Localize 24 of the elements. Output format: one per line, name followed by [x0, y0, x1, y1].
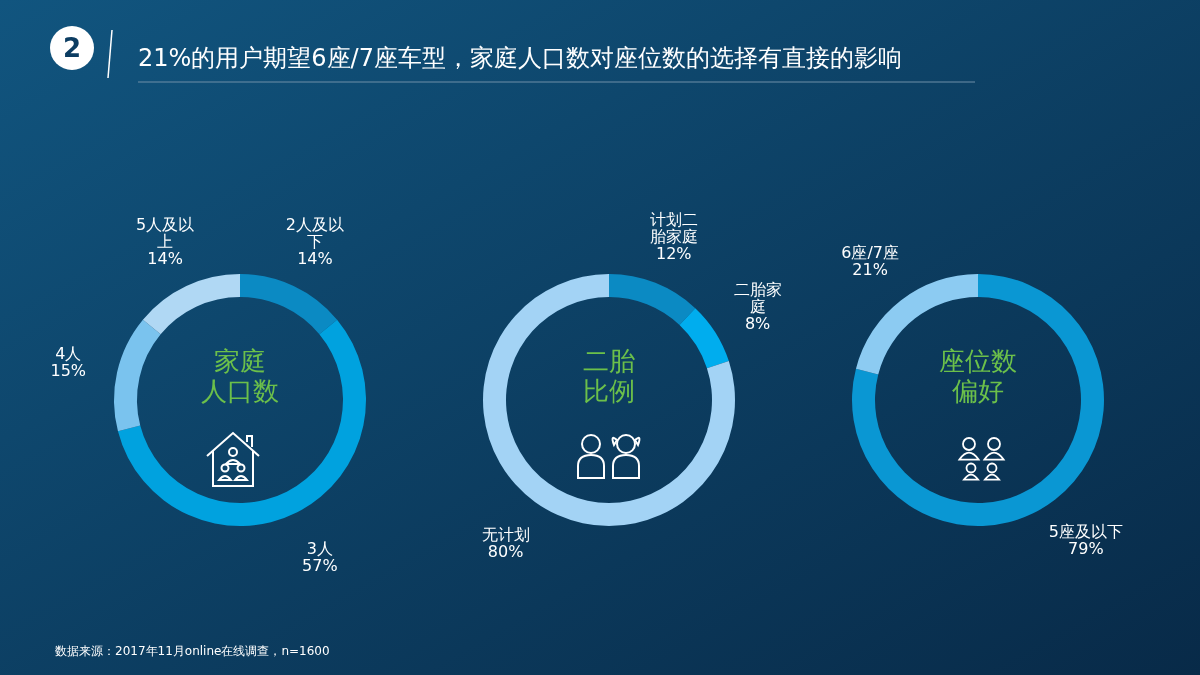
text: 座位数偏好 [939, 346, 1017, 406]
slice-label: 5人及以上 [135, 214, 195, 251]
slice-label: 二胎家庭 [733, 279, 782, 316]
slice-label: 5座及以下 [1048, 521, 1123, 541]
source-note: 数据来源：2017年11月online在线调查，n=1600 [55, 644, 330, 658]
data-label: 14% [297, 248, 333, 268]
data-label: 14% [147, 248, 183, 268]
data-label: 8% [744, 313, 771, 333]
data-label: 15% [50, 361, 87, 381]
slice-label: 4人 [55, 344, 82, 364]
text: 21%的用户期望6座/7座车型，家庭人口数对座位数的选择有直接的影响 [138, 44, 902, 72]
text: 2 [62, 33, 82, 63]
data-label: 79% [1068, 538, 1104, 558]
slice-label: 2人及以下 [285, 214, 345, 251]
slice-label: 6座/7座 [841, 243, 899, 263]
data-label: 57% [302, 556, 338, 576]
data-label: 80% [487, 541, 524, 561]
slice-label: 3人 [306, 539, 333, 559]
slice-label: 无计划 [481, 524, 530, 544]
data-label: 12% [656, 244, 692, 264]
text: 家庭人口数 [201, 346, 279, 406]
data-label: 21% [852, 260, 888, 280]
slice-label: 计划二胎家庭 [649, 210, 698, 247]
text: 二胎比例 [583, 346, 635, 406]
